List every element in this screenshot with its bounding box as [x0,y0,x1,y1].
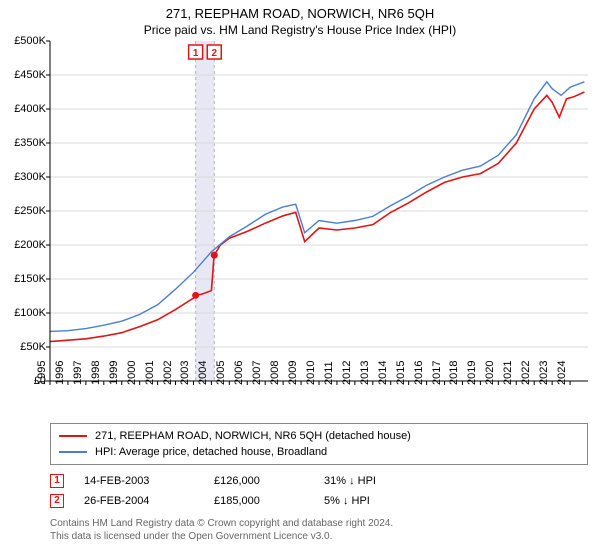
x-tick-label: 2016 [413,361,427,385]
y-tick-label: £350K [2,137,46,149]
legend-swatch [59,435,87,437]
y-tick-label: £150K [2,273,46,285]
svg-text:2: 2 [211,48,217,59]
x-tick-label: 1998 [90,361,104,385]
chart-title: 271, REEPHAM ROAD, NORWICH, NR6 5QH [0,0,600,21]
y-tick-label: £250K [2,205,46,217]
chart-container: 271, REEPHAM ROAD, NORWICH, NR6 5QH Pric… [0,0,600,560]
x-tick-label: 1995 [36,361,50,385]
footer-line-1: Contains HM Land Registry data © Crown c… [50,517,588,530]
x-tick-label: 1996 [54,361,68,385]
y-tick-label: £200K [2,239,46,251]
svg-text:1: 1 [193,48,199,59]
x-tick-label: 2009 [287,361,301,385]
legend-label: 271, REEPHAM ROAD, NORWICH, NR6 5QH (det… [95,428,411,444]
x-tick-label: 2011 [323,361,337,385]
sale-row: 2 26-FEB-2004 £185,000 5% ↓ HPI [50,491,588,511]
x-tick-label: 2007 [251,361,265,385]
sale-marker-icon: 2 [50,494,64,508]
x-tick-label: 1999 [108,361,122,385]
y-tick-label: £400K [2,103,46,115]
sale-pct-vs-hpi: 5% ↓ HPI [324,491,404,511]
y-tick-label: £50K [2,341,46,353]
x-tick-label: 2014 [377,361,391,385]
x-tick-label: 2003 [179,361,193,385]
y-tick-label: £100K [2,307,46,319]
legend-item: 271, REEPHAM ROAD, NORWICH, NR6 5QH (det… [59,428,579,444]
x-tick-label: 2019 [466,361,480,385]
sale-price: £126,000 [214,471,304,491]
y-tick-label: £300K [2,171,46,183]
sale-pct-vs-hpi: 31% ↓ HPI [324,471,404,491]
chart-svg: 12 [50,41,588,381]
sale-date: 26-FEB-2004 [84,491,194,511]
footer-line-2: This data is licensed under the Open Gov… [50,530,588,543]
legend-box: 271, REEPHAM ROAD, NORWICH, NR6 5QH (det… [50,423,588,465]
x-tick-label: 2020 [484,361,498,385]
x-tick-label: 2021 [502,361,516,385]
sales-table: 1 14-FEB-2003 £126,000 31% ↓ HPI 2 26-FEB-200… [50,471,588,511]
x-tick-label: 2015 [395,361,409,385]
sale-row: 1 14-FEB-2003 £126,000 31% ↓ HPI [50,471,588,491]
x-tick-label: 1997 [72,361,86,385]
footer-attribution: Contains HM Land Registry data © Crown c… [50,517,588,543]
legend-swatch [59,451,87,453]
y-tick-label: £500K [2,35,46,47]
x-tick-label: 2010 [305,361,319,385]
x-tick-label: 2024 [556,361,570,385]
legend-label: HPI: Average price, detached house, Broa… [95,444,327,460]
x-tick-label: 2022 [520,361,534,385]
x-tick-label: 2008 [269,361,283,385]
legend-item: HPI: Average price, detached house, Broa… [59,444,579,460]
x-tick-label: 2004 [197,361,211,385]
sale-date: 14-FEB-2003 [84,471,194,491]
sale-marker-icon: 1 [50,474,64,488]
x-tick-label: 2002 [162,361,176,385]
x-tick-label: 2023 [538,361,552,385]
y-tick-label: £450K [2,69,46,81]
x-tick-label: 2005 [215,361,229,385]
x-tick-label: 2017 [431,361,445,385]
x-tick-label: 2000 [126,361,140,385]
chart-subtitle: Price paid vs. HM Land Registry's House … [0,21,600,41]
x-tick-label: 2006 [233,361,247,385]
plot-area: 12 £0£50K£100K£150K£200K£250K£300K£350K£… [50,41,588,381]
x-tick-label: 2012 [341,361,355,385]
x-tick-label: 2013 [359,361,373,385]
sale-price: £185,000 [214,491,304,511]
x-tick-label: 2018 [448,361,462,385]
x-tick-label: 2001 [144,361,158,385]
